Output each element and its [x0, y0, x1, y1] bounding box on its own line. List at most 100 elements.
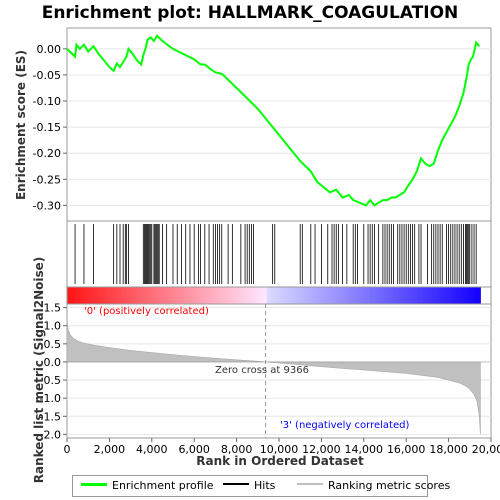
colorbar-cell: [125, 287, 130, 304]
colorbar-cell: [208, 287, 213, 304]
metric-y-tick-label: 1.0: [44, 320, 62, 333]
colorbar-cell: [201, 287, 206, 304]
colorbar-cell: [325, 287, 330, 304]
hit-marks: [74, 224, 477, 284]
colorbar-cell: [115, 287, 120, 304]
colorbar-cell: [404, 287, 409, 304]
colorbar-cell: [132, 287, 137, 304]
colorbar-cell: [84, 287, 89, 304]
colorbar-cell: [266, 287, 271, 304]
legend-label-metric: Ranking metric scores: [328, 479, 451, 492]
legend-label-hits: Hits: [254, 479, 276, 492]
colorbar-cell: [321, 287, 326, 304]
colorbar-cell: [142, 287, 147, 304]
colorbar-cell: [297, 287, 302, 304]
x-tick-label: 4,000: [136, 443, 168, 456]
legend: Enrichment profile Hits Ranking metric s…: [72, 475, 450, 497]
colorbar-cell: [225, 287, 230, 304]
colorbar-cell: [401, 287, 406, 304]
colorbar-cell: [194, 287, 199, 304]
colorbar-cell: [139, 287, 144, 304]
colorbar-cell: [246, 287, 251, 304]
ranking-metric-series: [66, 318, 481, 435]
enrichment-score-panel: 0.00 -0.05 -0.10 -0.15 -0.20 -0.25 -0.30 Enric…: [14, 27, 492, 222]
colorbar-cell: [466, 287, 471, 304]
colorbar-cell: [104, 287, 109, 304]
x-tick-label: 12,000: [302, 443, 341, 456]
colorbar-cell: [394, 287, 399, 304]
es-y-tick-label: -0.05: [33, 69, 61, 82]
colorbar-cell: [352, 287, 357, 304]
ranking-metric-area: [66, 318, 491, 435]
colorbar-cell: [253, 287, 257, 304]
x-tick-label: 10,000: [260, 443, 299, 456]
colorbar-cell: [456, 287, 461, 304]
metric-y-tick-label: 0.0: [44, 356, 62, 369]
legend-item-hits: Hits: [223, 479, 275, 492]
colorbar-cell: [328, 287, 333, 304]
colorbar-cell: [339, 287, 344, 304]
zero-cross-label: Zero cross at 9366: [215, 365, 309, 376]
colorbar-cells: [67, 287, 481, 304]
colorbar-cell: [459, 287, 464, 304]
colorbar-cell: [356, 287, 361, 304]
x-tick-label: 2,000: [94, 443, 126, 456]
colorbar-cell: [452, 287, 457, 304]
colorbar-cell: [67, 287, 71, 304]
colorbar-cell: [129, 287, 133, 304]
colorbar-cell: [263, 287, 268, 304]
x-tick-label: 8,000: [221, 443, 253, 456]
colorbar-cell: [111, 287, 116, 304]
ranked-metric-panel: 1.5 1.0 0.5 0.0 -0.5 -1.0 -1.5 -2.0 0 2,000 4,000…: [32, 257, 500, 484]
x-tick-label: 20,000: [472, 443, 500, 456]
colorbar-cell: [211, 287, 216, 304]
enrichment-profile-series: [66, 34, 481, 207]
colorbar-cell: [70, 287, 75, 304]
colorbar-cell: [425, 287, 430, 304]
es-y-tick-label: 0.00: [37, 43, 62, 56]
colorbar-cell: [363, 287, 368, 304]
x-tick-label: 0: [64, 443, 71, 456]
metric-x-ticks: 0 2,000 4,000 6,000 8,000 10,000 12,000 14,000 1…: [64, 438, 500, 456]
colorbar-cell: [228, 287, 233, 304]
positive-correlation-label: '0' (positively correlated): [84, 306, 209, 317]
colorbar-cell: [249, 287, 254, 304]
es-y-axis-title: Enrichment score (ES): [14, 50, 28, 200]
colorbar-cell: [284, 287, 288, 304]
colorbar-cell: [308, 287, 313, 304]
x-axis-title: Rank in Ordered Dataset: [196, 454, 364, 468]
colorbar-cell: [259, 287, 264, 304]
colorbar-cell: [218, 287, 223, 304]
colorbar-cell: [476, 287, 481, 304]
legend-label-profile: Enrichment profile: [112, 479, 214, 492]
colorbar-cell: [397, 287, 402, 304]
colorbar-cell: [118, 287, 123, 304]
colorbar-cell: [232, 287, 237, 304]
colorbar-cell: [318, 287, 323, 304]
colorbar-cell: [187, 287, 192, 304]
colorbar-cell: [156, 287, 161, 304]
es-y-ticks: 0.00 -0.05 -0.10 -0.15 -0.20 -0.25 -0.30: [33, 43, 67, 212]
colorbar-cell: [301, 287, 306, 304]
hits-panel: [66, 220, 492, 288]
colorbar-cell: [315, 287, 319, 304]
enrichment-profile-line: [66, 34, 481, 207]
colorbar-cell: [346, 287, 350, 304]
colorbar-cell: [222, 287, 226, 304]
colorbar-cell: [435, 287, 440, 304]
metric-y-ticks: 1.5 1.0 0.5 0.0 -0.5 -1.0 -1.5 -2.0: [40, 302, 67, 441]
colorbar-cell: [270, 287, 275, 304]
colorbar-cell: [170, 287, 175, 304]
colorbar-cell: [442, 287, 447, 304]
colorbar-cell: [473, 287, 478, 304]
colorbar-cell: [180, 287, 185, 304]
colorbar-cell: [383, 287, 388, 304]
colorbar-cell: [349, 287, 354, 304]
colorbar-cell: [277, 287, 282, 304]
colorbar-cell: [215, 287, 220, 304]
colorbar-cell: [80, 287, 85, 304]
colorbar-cell: [359, 287, 364, 304]
x-tick-label: 18,000: [429, 443, 468, 456]
metric-y-tick-label: -1.0: [40, 392, 61, 405]
